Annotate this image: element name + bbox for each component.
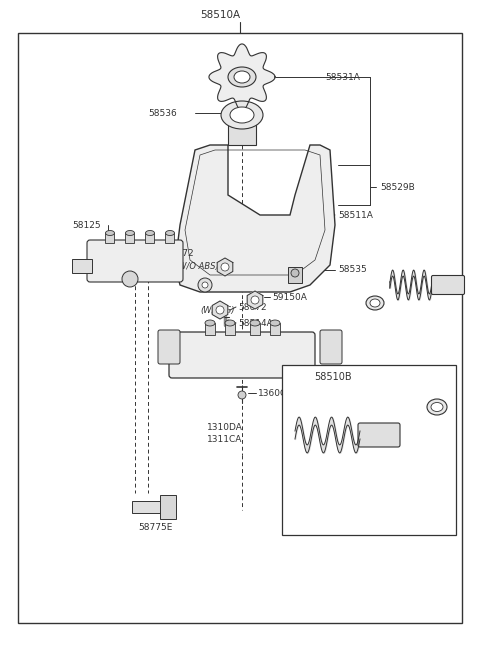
Text: 58511A: 58511A (338, 210, 373, 219)
Bar (288, 267, 302, 283)
Ellipse shape (221, 101, 263, 129)
Ellipse shape (106, 231, 115, 236)
Ellipse shape (228, 67, 256, 87)
Circle shape (291, 269, 299, 277)
Ellipse shape (145, 231, 155, 236)
Bar (105, 233, 114, 243)
Text: 58531A: 58531A (325, 73, 360, 81)
FancyBboxPatch shape (432, 276, 465, 295)
Polygon shape (175, 145, 335, 292)
Ellipse shape (166, 231, 175, 236)
Polygon shape (209, 44, 275, 110)
Bar (282, 365, 456, 535)
Bar (72, 259, 92, 273)
Circle shape (202, 282, 208, 288)
Ellipse shape (366, 296, 384, 310)
Text: 58510B: 58510B (314, 372, 352, 382)
Polygon shape (217, 258, 233, 276)
Ellipse shape (230, 107, 254, 123)
Circle shape (251, 296, 259, 304)
Bar (250, 323, 260, 335)
Ellipse shape (427, 399, 447, 415)
FancyBboxPatch shape (320, 330, 342, 364)
Text: 59150A: 59150A (272, 293, 307, 301)
Circle shape (198, 278, 212, 292)
FancyBboxPatch shape (87, 240, 183, 282)
Ellipse shape (205, 320, 215, 326)
Text: 58514A: 58514A (238, 318, 273, 328)
Ellipse shape (270, 320, 280, 326)
Text: (W/ABS): (W/ABS) (200, 305, 235, 314)
Ellipse shape (234, 71, 250, 83)
Ellipse shape (250, 320, 260, 326)
Text: 1360GG: 1360GG (258, 388, 295, 398)
Text: 58672: 58672 (238, 303, 266, 312)
Bar (125, 233, 134, 243)
FancyBboxPatch shape (158, 330, 180, 364)
Bar (270, 323, 280, 335)
Circle shape (238, 391, 246, 399)
Circle shape (122, 271, 138, 287)
Text: 58536: 58536 (148, 109, 177, 117)
FancyBboxPatch shape (169, 332, 315, 378)
Bar (145, 233, 154, 243)
Text: (W/O ABS): (W/O ABS) (175, 263, 219, 272)
Text: 58125: 58125 (72, 221, 101, 229)
Bar (225, 323, 235, 335)
Bar (132, 501, 164, 513)
Text: 58535: 58535 (338, 265, 367, 274)
Ellipse shape (125, 231, 134, 236)
Bar (228, 115, 256, 145)
Ellipse shape (431, 403, 443, 411)
Ellipse shape (225, 320, 235, 326)
Text: 1310DA: 1310DA (207, 422, 243, 432)
Text: 58510A: 58510A (200, 10, 240, 20)
Text: 1311CA: 1311CA (207, 436, 242, 445)
Text: 58672: 58672 (165, 248, 193, 257)
Circle shape (216, 306, 224, 314)
Polygon shape (212, 301, 228, 319)
Polygon shape (247, 291, 263, 309)
Circle shape (221, 263, 229, 271)
Text: 58529B: 58529B (380, 183, 415, 191)
Bar (165, 233, 174, 243)
Bar (205, 323, 215, 335)
FancyBboxPatch shape (358, 423, 400, 447)
Text: 58775E: 58775E (138, 523, 172, 531)
Bar (160, 495, 176, 519)
Ellipse shape (370, 299, 380, 307)
